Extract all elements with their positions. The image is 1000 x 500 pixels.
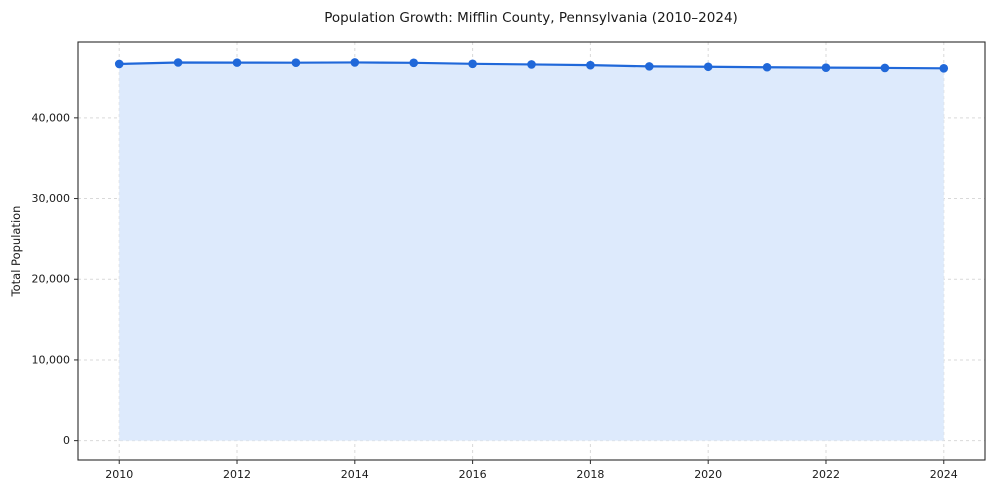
- data-point-marker: [409, 58, 419, 68]
- data-point-marker: [468, 59, 477, 69]
- data-point-marker: [644, 62, 654, 71]
- y-tick-label: 40,000: [32, 111, 71, 124]
- data-point-marker: [291, 58, 301, 67]
- data-point-marker: [762, 62, 772, 72]
- x-tick-label: 2022: [812, 468, 840, 481]
- y-axis-label: Total Population: [9, 206, 23, 298]
- y-tick-label: 20,000: [32, 273, 71, 286]
- y-tick-label: 10,000: [32, 353, 71, 366]
- data-point-marker: [350, 58, 360, 67]
- area-fill: [119, 62, 944, 441]
- tick-labels: 2010 2012 2014 2016 2018 2020 2022 2024 0 10,000 2…: [32, 111, 958, 481]
- data-point-marker: [880, 63, 890, 73]
- data-point-marker: [114, 59, 124, 69]
- x-tick-label: 2012: [223, 468, 251, 481]
- data-point-marker: [586, 60, 595, 70]
- data-point-marker: [527, 60, 536, 69]
- data-point-markers: [114, 58, 949, 73]
- x-tick-label: 2020: [694, 468, 722, 481]
- y-tick-label: 30,000: [32, 192, 71, 205]
- plot-border: [77, 41, 986, 461]
- data-point-marker: [703, 62, 713, 72]
- data-point-marker: [939, 64, 949, 73]
- x-tick-label: 2014: [341, 468, 369, 481]
- data-point-marker: [232, 58, 242, 67]
- y-tick-label: 0: [63, 434, 70, 447]
- area-fill-path: [119, 62, 944, 441]
- axes-spines: [77, 41, 986, 461]
- x-tick-label: 2010: [105, 468, 133, 481]
- data-point-marker: [821, 63, 831, 72]
- x-tick-label: 2024: [930, 468, 958, 481]
- x-tick-label: 2016: [459, 468, 487, 481]
- data-point-marker: [173, 58, 183, 67]
- x-tick-label: 2018: [576, 468, 604, 481]
- chart-title: Population Growth: Mifflin County, Penns…: [324, 10, 738, 26]
